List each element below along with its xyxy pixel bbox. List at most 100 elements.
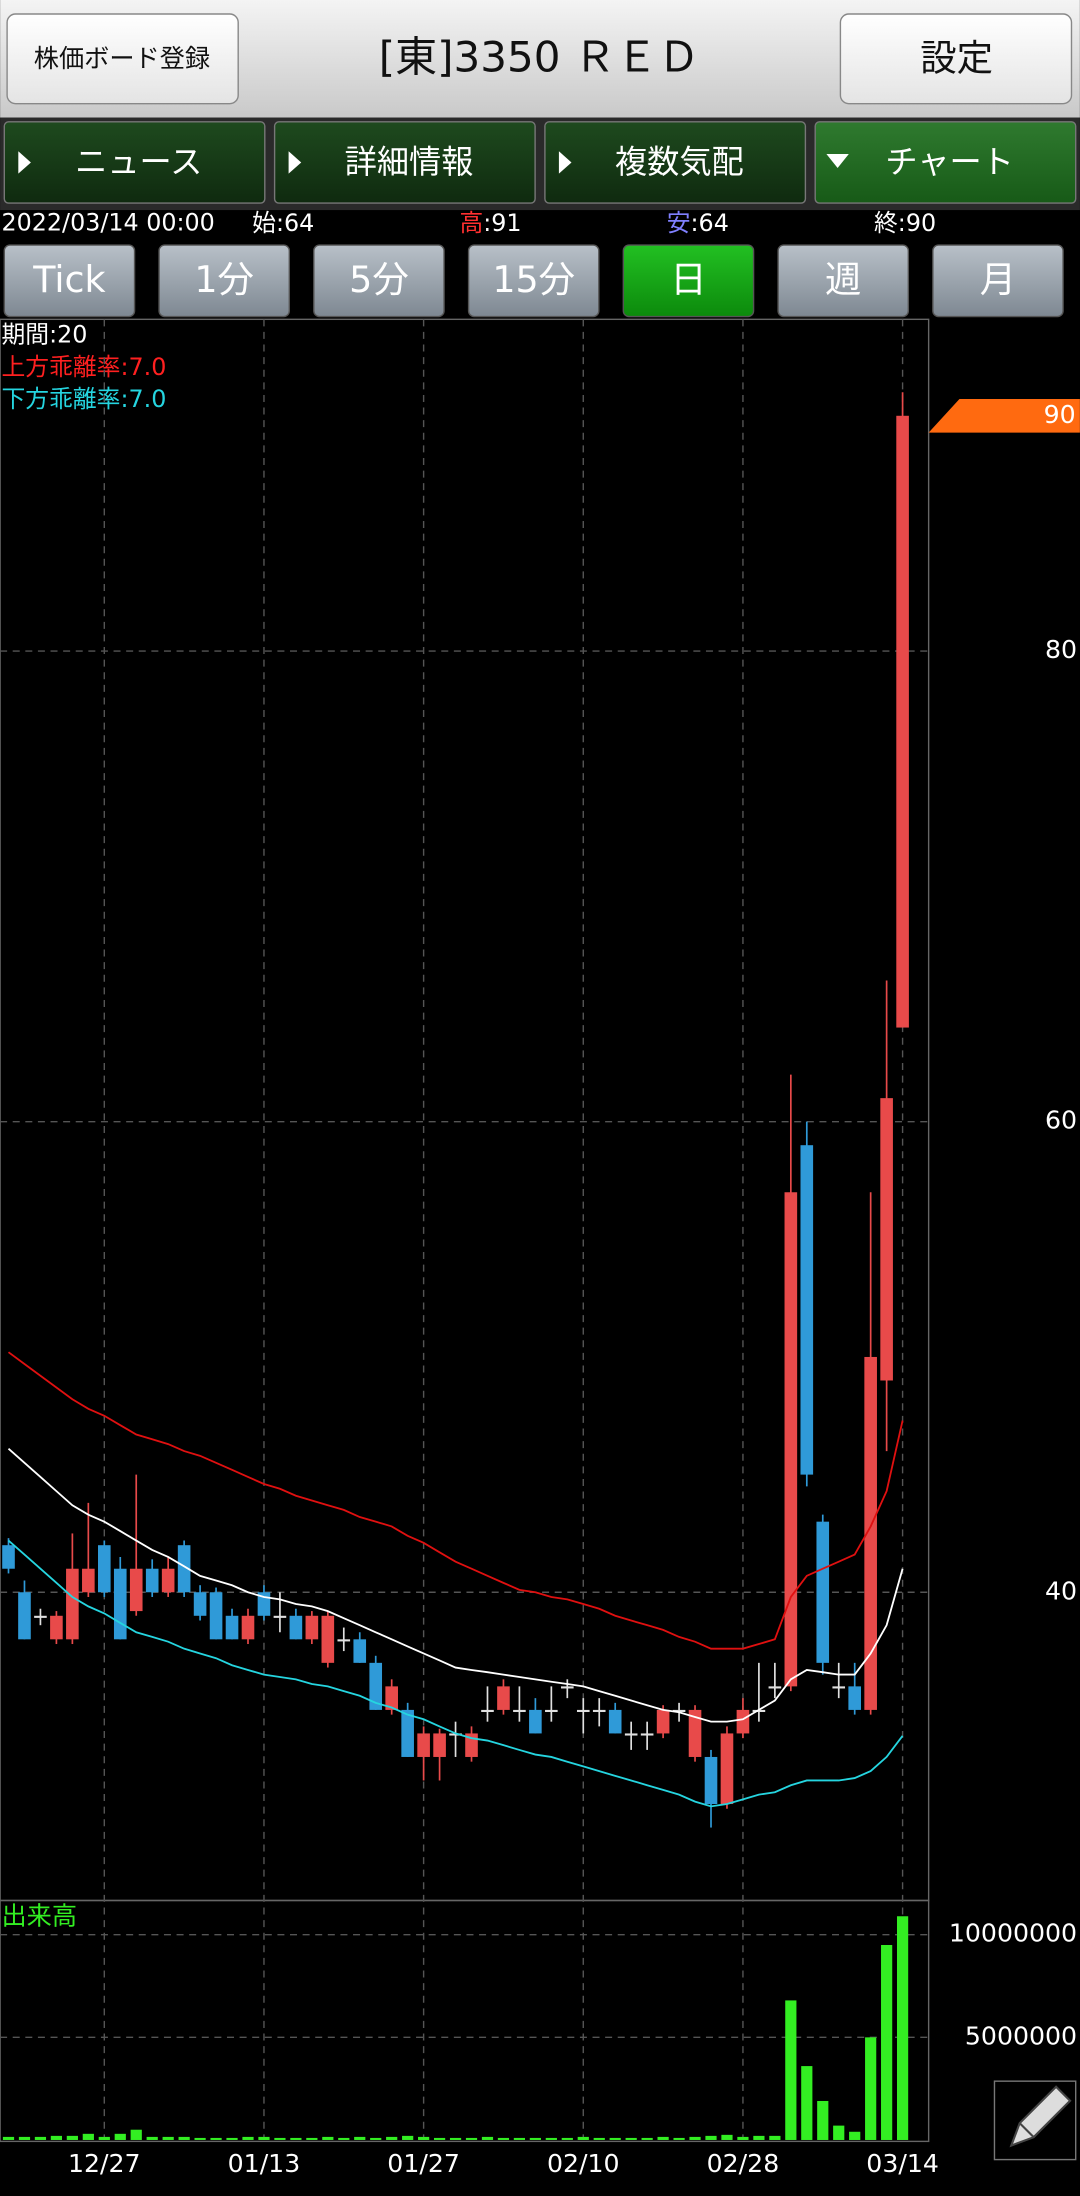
volume-bar [737,2136,749,2140]
volume-bar [242,2136,254,2140]
candle-body [688,1709,702,1757]
tab[interactable]: 詳細情報 [273,121,536,204]
x-tick-label: 01/13 [228,2149,301,2178]
volume-bar [896,1916,909,2140]
volume-bar [785,2000,797,2140]
quote-item: 安:64 [667,209,729,237]
volume-bar [481,2136,494,2140]
candle-body [624,1733,638,1736]
volume-bar [529,2137,541,2140]
tab-label[interactable]: 複数気配 [615,143,744,181]
tab-arrow[interactable] [288,151,302,174]
edit-button[interactable] [993,2080,1077,2161]
quote-item: 終:90 [874,209,936,237]
timeframe-bg[interactable] [777,244,910,318]
timeframe-label[interactable]: 1分 [194,258,254,301]
x-tick-label: 02/10 [547,2149,620,2178]
timeframe-button[interactable]: Tick [3,244,136,318]
tab[interactable]: ニュース [3,121,266,204]
tab-label[interactable]: ニュース [75,143,202,181]
tab[interactable]: 複数気配 [544,121,807,204]
settings-button-label[interactable]: 設定 [920,37,993,80]
header-title: [東]3350 ＲＥＤ [379,33,700,82]
quote-label: 安 [667,209,691,237]
volume-bar [465,2137,478,2140]
timeframes: Tick 1分 5分 15分 日 週 月 [3,244,1064,318]
tab[interactable]: チャート [814,121,1077,204]
volume-bar [833,2125,845,2140]
volume-bar [178,2136,190,2140]
tab-arrow[interactable] [826,154,849,169]
volume-bar [290,2137,302,2140]
timeframe-bg[interactable] [313,244,445,318]
edit-icon[interactable] [1009,2085,1072,2148]
tab-bg[interactable] [814,121,1077,204]
candle-body [481,1709,494,1713]
timeframe-button[interactable]: 1分 [158,244,291,318]
tab-label[interactable]: 詳細情報 [345,143,474,181]
volume-bar [721,2134,733,2140]
volume-bar [162,2136,174,2140]
timeframe-bg[interactable] [622,244,755,318]
timeframe-button[interactable]: 月 [932,244,1064,318]
volume-bar [689,2136,701,2140]
volume-bar [625,2137,637,2140]
timeframe-bg[interactable] [467,244,600,318]
tab-bg[interactable] [544,121,807,204]
volume-bar [146,2136,158,2140]
candle-body [18,1592,31,1640]
settings-button-bg[interactable] [839,13,1073,105]
timeframe-label[interactable]: 15分 [492,258,575,301]
quote-value: :90 [898,209,936,237]
candle-body [401,1709,414,1757]
timeframe-bg[interactable] [932,244,1064,318]
volume-bar [306,2137,318,2140]
x-tick-label: 03/14 [866,2149,939,2178]
timeframe-label[interactable]: 5分 [349,258,409,301]
candle-body [752,1709,766,1713]
volume-bar [258,2136,270,2140]
candle-body [417,1733,430,1757]
tab-bg[interactable] [273,121,536,204]
tab-label[interactable]: チャート [885,143,1013,181]
tab-arrow[interactable] [18,151,31,174]
candle-body [720,1733,734,1805]
timeframe-button[interactable]: 週 [777,244,910,318]
register-button[interactable]: 株価ボード登録 [6,13,239,105]
volume-bar [194,2137,206,2140]
volume-bar [2,2136,15,2140]
volume-bar [386,2136,398,2140]
candle-body [225,1615,239,1640]
y-tick-label: 40 [1045,1576,1077,1605]
timeframe-label[interactable]: Tick [32,258,105,301]
timeframe-button[interactable]: 日 [622,244,755,318]
quote-label: 始 [252,209,276,237]
candle-body [832,1686,846,1689]
tab-bg[interactable] [3,121,266,204]
quote-label: 高 [459,209,483,237]
register-button-bg[interactable] [6,13,239,105]
timeframe-button[interactable]: 5分 [313,244,445,318]
timeframe-label[interactable]: 週 [825,258,861,301]
volume-bar [849,2131,861,2140]
volume-bar [657,2136,669,2140]
timeframe-label[interactable]: 日 [670,258,706,301]
candle-body [497,1686,510,1710]
candle-body [800,1145,814,1475]
register-button-label[interactable]: 株価ボード登録 [34,44,210,73]
tab-arrow[interactable] [558,151,572,174]
indicator-label: 上方乖離率:7.0 [2,353,167,381]
volume-bar [130,2129,142,2140]
volume-bar [82,2133,94,2140]
candle-body [576,1709,590,1713]
volume-bar [34,2136,47,2140]
candle-body [672,1709,686,1713]
timeframe-bg[interactable] [3,244,136,318]
settings-button[interactable]: 設定 [839,13,1073,105]
candle-body [353,1639,367,1663]
timeframe-label[interactable]: 月 [980,258,1016,301]
candle-body [193,1592,207,1616]
volume-bar [449,2137,462,2140]
timeframe-button[interactable]: 15分 [467,244,600,318]
timeframe-bg[interactable] [158,244,291,318]
